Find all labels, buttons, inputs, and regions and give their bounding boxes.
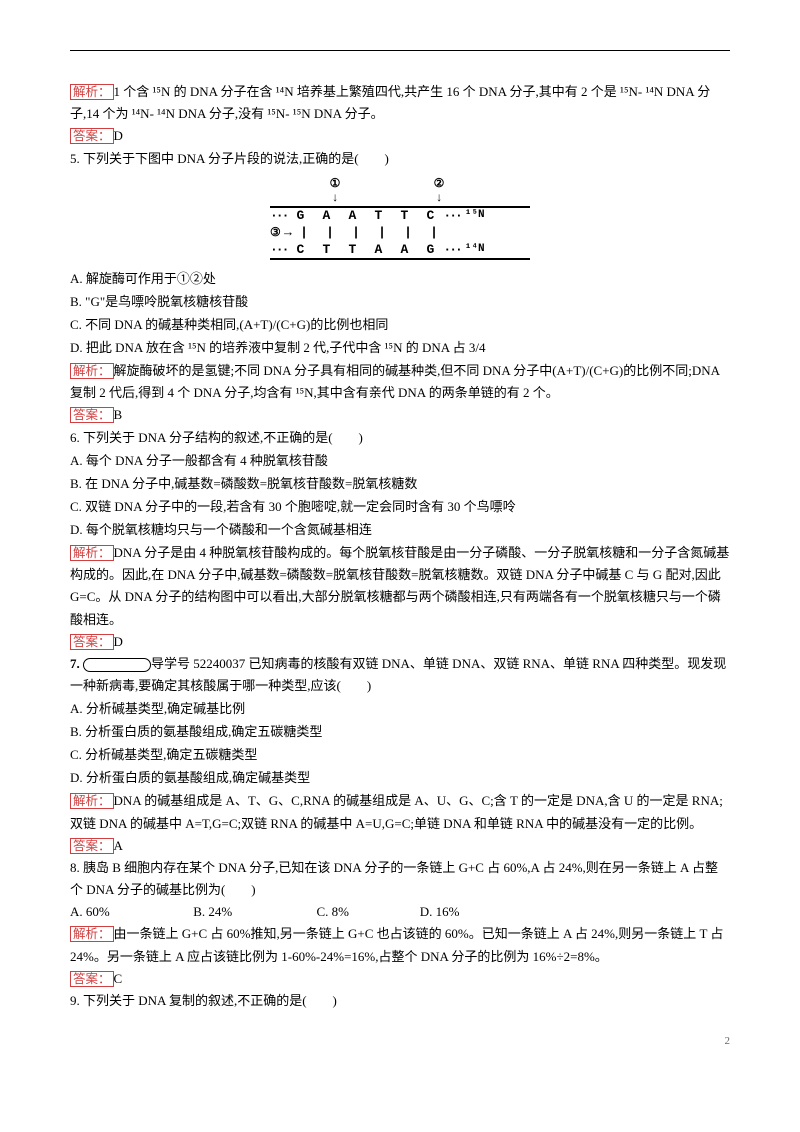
dna-diagram: ① ② ↓ ↓ ··· G A A T T C ··· ¹⁵N ③→ | | |… (270, 178, 530, 260)
q8-answer: 答案：C (70, 968, 730, 990)
q7-optD: D. 分析蛋白质的氨基酸组成,确定碱基类型 (70, 767, 730, 789)
q5-optD: D. 把此 DNA 放在含 ¹⁵N 的培养液中复制 2 代,子代中含 ¹⁵N 的… (70, 337, 730, 359)
q5-optB: B. "G"是鸟嘌呤脱氧核糖核苷酸 (70, 291, 730, 313)
q8-stem: 8. 胰岛 B 细胞内存在某个 DNA 分子,已知在该 DNA 分子的一条链上 … (70, 857, 730, 901)
page-number: 2 (70, 1032, 730, 1051)
q5-answer: 答案：B (70, 404, 730, 426)
q6-optA: A. 每个 DNA 分子一般都含有 4 种脱氧核苷酸 (70, 450, 730, 472)
q7-optA: A. 分析碱基类型,确定碱基比例 (70, 698, 730, 720)
q7-answer: 答案：A (70, 835, 730, 857)
arrow-down-icon: ↓ (322, 192, 348, 206)
guide-bubble (83, 658, 151, 672)
q8-options-row: A. 60% B. 24% C. 8% D. 16% (70, 901, 730, 923)
arrow-down-icon: ↓ (426, 192, 452, 206)
q7-stem: 7. 导学号 52240037 已知病毒的核酸有双链 DNA、单链 DNA、双链… (70, 653, 730, 697)
q6-answer: 答案：D (70, 631, 730, 653)
q5-stem: 5. 下列关于下图中 DNA 分子片段的说法,正确的是( ) (70, 148, 730, 170)
q6-analysis: 解析：DNA 分子是由 4 种脱氧核苷酸构成的。每个脱氧核苷酸是由一分子磷酸、一… (70, 542, 730, 631)
header-divider (70, 50, 730, 51)
q5-optC: C. 不同 DNA 的碱基种类相同,(A+T)/(C+G)的比例也相同 (70, 314, 730, 336)
answer-label: 答案： (70, 128, 114, 144)
q5-analysis: 解析：解旋酶破坏的是氢键;不同 DNA 分子具有相同的碱基种类,但不同 DNA … (70, 360, 730, 404)
q8-analysis: 解析：由一条链上 G+C 占 60%推知,另一条链上 G+C 也占该链的 60%… (70, 923, 730, 967)
q7-analysis: 解析：DNA 的碱基组成是 A、T、G、C,RNA 的碱基组成是 A、U、G、C… (70, 790, 730, 834)
q6-optC: C. 双链 DNA 分子中的一段,若含有 30 个胞嘧啶,就一定会同时含有 30… (70, 496, 730, 518)
q9-stem: 9. 下列关于 DNA 复制的叙述,不正确的是( ) (70, 990, 730, 1012)
q4-answer-value: D (114, 128, 123, 143)
q6-optD: D. 每个脱氧核糖均只与一个磷酸和一个含氮碱基相连 (70, 519, 730, 541)
q4-analysis-text: 1 个含 ¹⁵N 的 DNA 分子在含 ¹⁴N 培养基上繁殖四代,共产生 16 … (70, 84, 710, 121)
q5-optA: A. 解旋酶可作用于①②处 (70, 268, 730, 290)
analysis-label: 解析： (70, 84, 114, 100)
q4-answer: 答案：D (70, 125, 730, 147)
q4-analysis: 解析：1 个含 ¹⁵N 的 DNA 分子在含 ¹⁴N 培养基上繁殖四代,共产生 … (70, 81, 730, 125)
q6-optB: B. 在 DNA 分子中,碱基数=磷酸数=脱氧核苷酸数=脱氧核糖数 (70, 473, 730, 495)
q7-optC: C. 分析碱基类型,确定五碳糖类型 (70, 744, 730, 766)
q7-optB: B. 分析蛋白质的氨基酸组成,确定五碳糖类型 (70, 721, 730, 743)
q6-stem: 6. 下列关于 DNA 分子结构的叙述,不正确的是( ) (70, 427, 730, 449)
